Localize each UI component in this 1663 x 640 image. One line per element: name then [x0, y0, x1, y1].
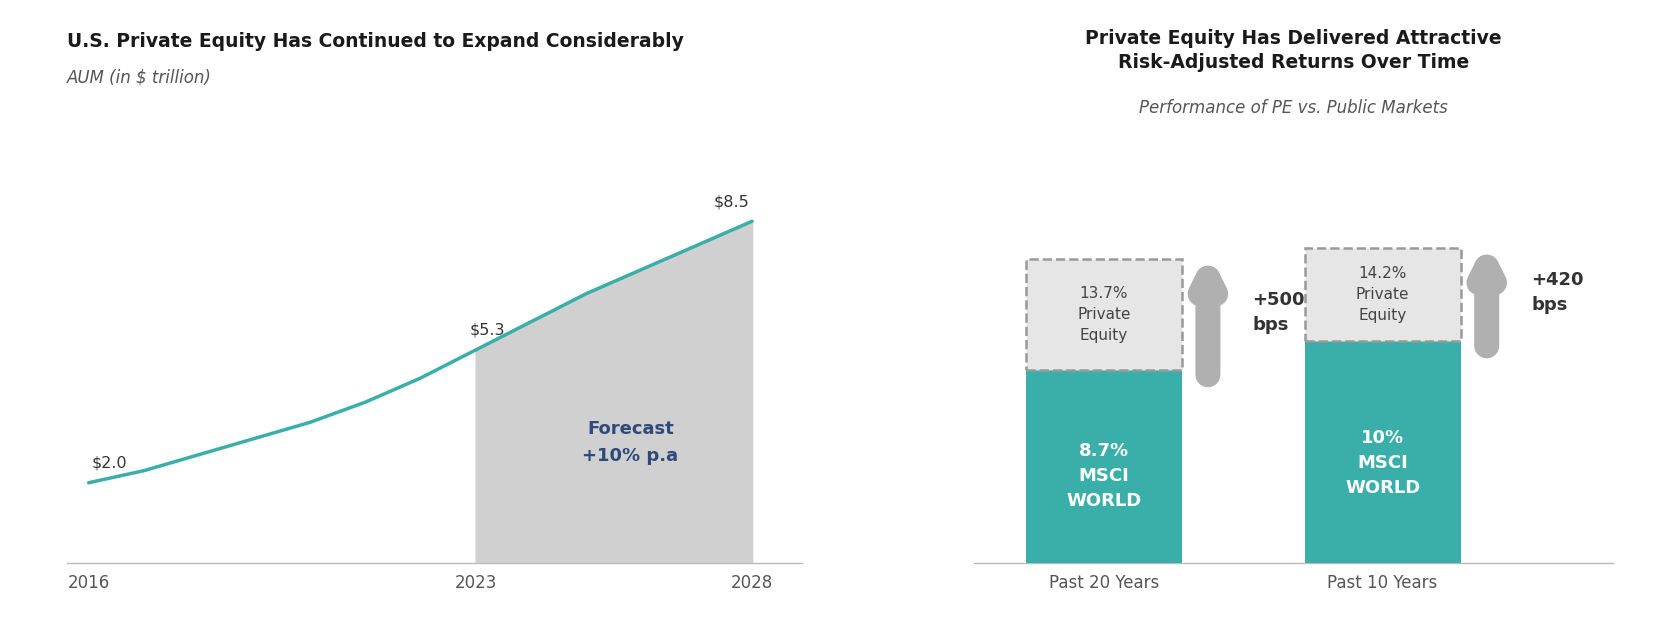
Bar — [1026, 370, 1182, 563]
Text: 13.7%
Private
Equity: 13.7% Private Equity — [1078, 285, 1131, 342]
Text: U.S. Private Equity Has Continued to Expand Considerably: U.S. Private Equity Has Continued to Exp… — [67, 32, 683, 51]
Text: 8.7%
MSCI
WORLD: 8.7% MSCI WORLD — [1066, 442, 1141, 510]
Bar — [1026, 259, 1182, 370]
Text: $5.3: $5.3 — [471, 323, 506, 338]
Text: AUM (in $ trillion): AUM (in $ trillion) — [67, 68, 211, 86]
Text: Private Equity Has Delivered Attractive
Risk-Adjusted Returns Over Time: Private Equity Has Delivered Attractive … — [1084, 29, 1502, 72]
Text: Performance of PE vs. Public Markets: Performance of PE vs. Public Markets — [1139, 99, 1448, 117]
Text: Forecast
+10% p.a: Forecast +10% p.a — [582, 420, 679, 465]
Bar — [1304, 248, 1460, 341]
Text: 10%
MSCI
WORLD: 10% MSCI WORLD — [1345, 429, 1420, 497]
Text: +500
bps: +500 bps — [1252, 291, 1305, 334]
Bar — [1304, 341, 1460, 563]
Text: +420
bps: +420 bps — [1532, 271, 1583, 314]
Text: $2.0: $2.0 — [91, 456, 126, 470]
Text: 14.2%
Private
Equity: 14.2% Private Equity — [1355, 266, 1409, 323]
Text: $8.5: $8.5 — [713, 194, 750, 209]
